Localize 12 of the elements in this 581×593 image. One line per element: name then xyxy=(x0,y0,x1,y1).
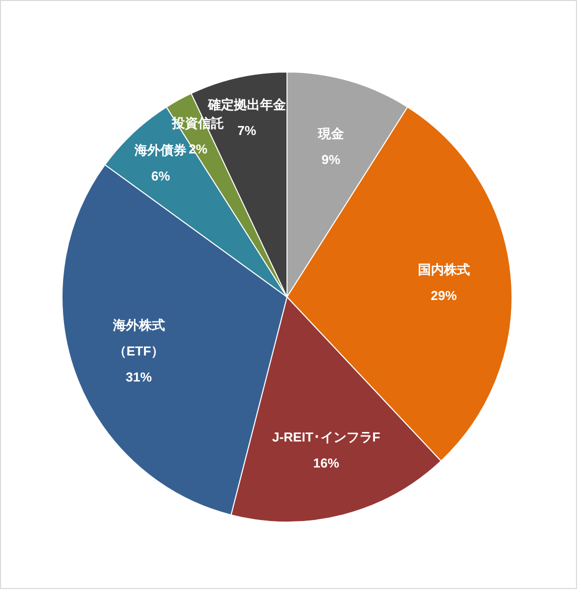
data-label: 7% xyxy=(237,122,257,138)
slice-label: J-REIT･インフラF xyxy=(272,430,380,445)
slice-label: 海外債券 xyxy=(134,142,187,158)
data-label: 29% xyxy=(430,288,458,304)
slice-label: 国内株式 xyxy=(418,262,470,278)
data-label: 16% xyxy=(313,456,340,471)
data-label: 6% xyxy=(151,168,171,184)
data-label: 9% xyxy=(322,152,341,167)
slice-label: 海外株式（ETF） xyxy=(112,317,165,358)
slice-label: 現金 xyxy=(316,126,345,141)
slice-label: 確定拠出年金 xyxy=(206,96,287,112)
data-label: 31% xyxy=(126,369,152,384)
